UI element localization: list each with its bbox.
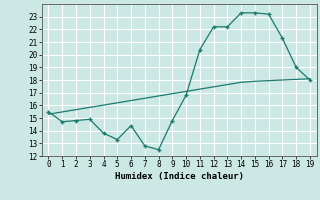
X-axis label: Humidex (Indice chaleur): Humidex (Indice chaleur) (115, 172, 244, 181)
